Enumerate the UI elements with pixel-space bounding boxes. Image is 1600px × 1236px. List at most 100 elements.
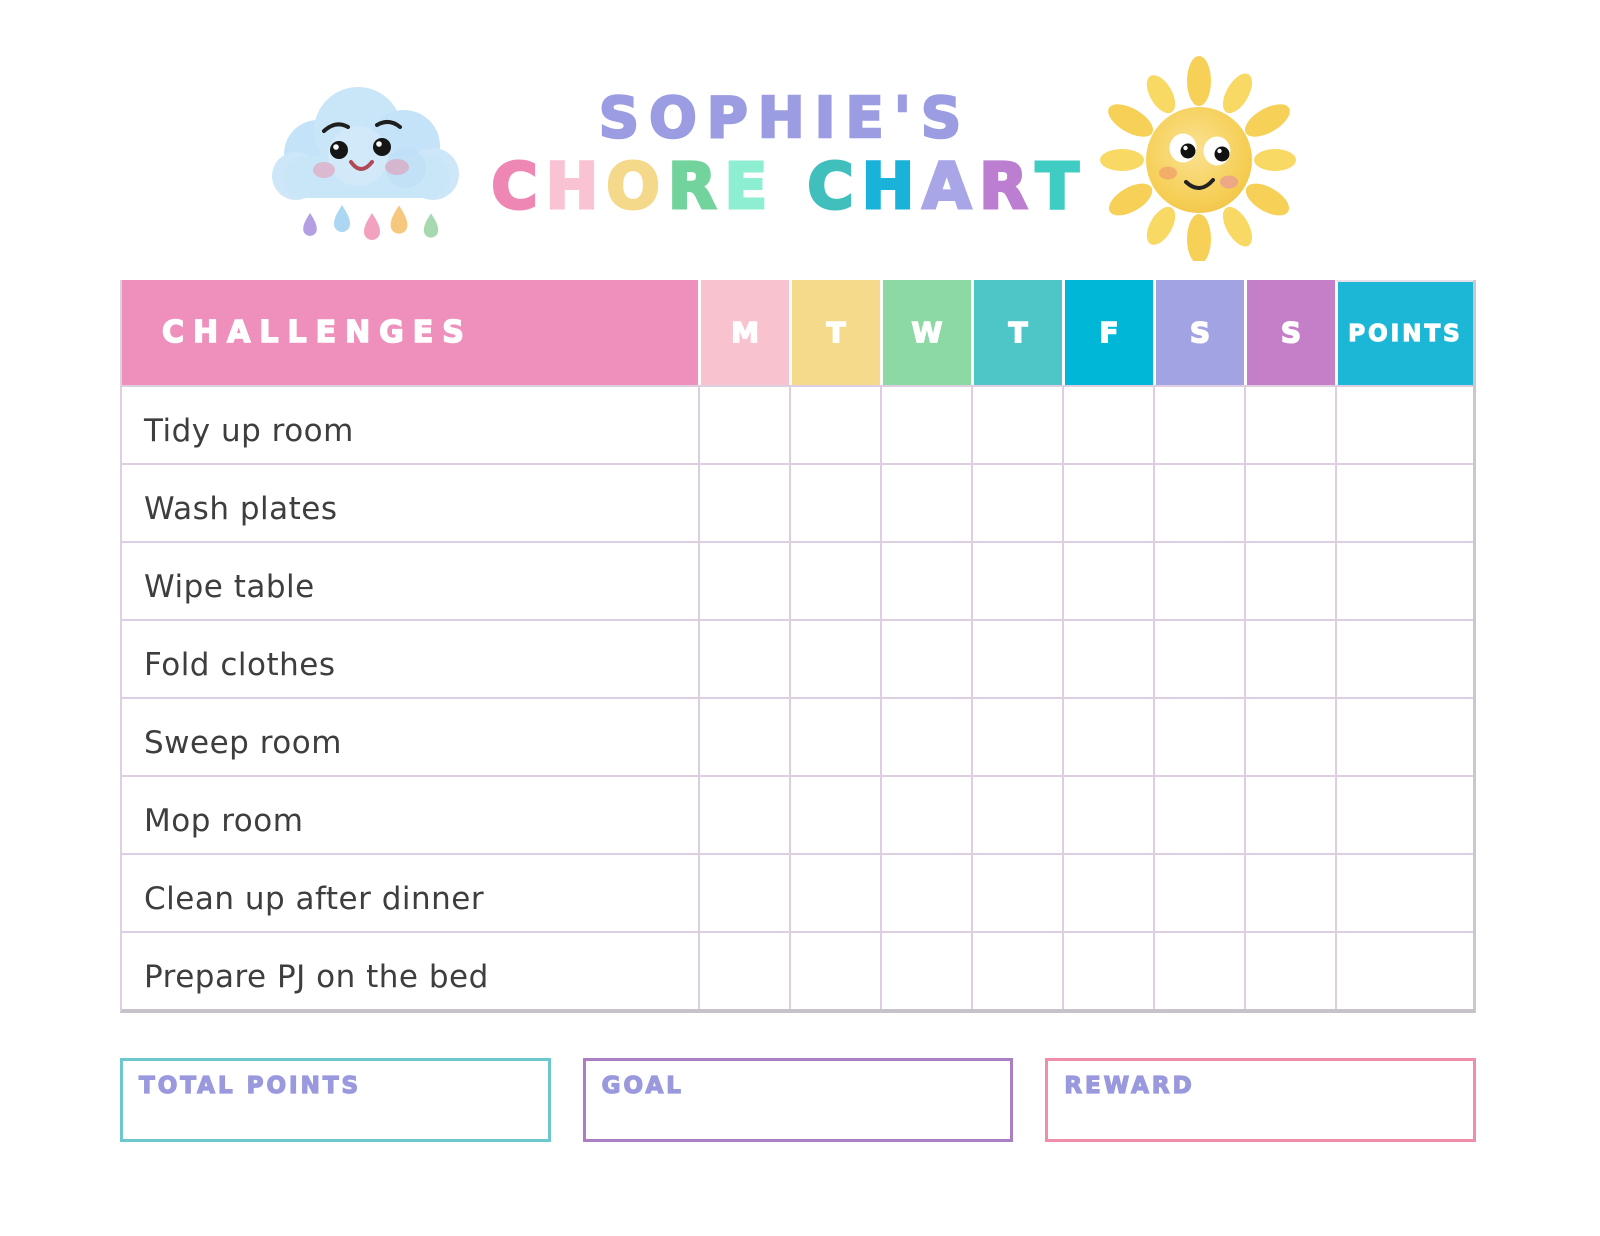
chore-day-cell[interactable] [789,931,880,1009]
chore-day-cell[interactable] [1062,853,1153,931]
chore-day-cell[interactable] [789,385,880,463]
chore-label: Tidy up room [122,385,698,463]
chore-day-cell[interactable] [698,619,789,697]
chore-day-cell[interactable] [1062,463,1153,541]
chore-day-cell[interactable] [1244,619,1335,697]
chore-label: Mop room [122,775,698,853]
chore-day-cell[interactable] [789,463,880,541]
chore-points-cell[interactable] [1335,541,1473,619]
day-header-cell: F [1062,280,1153,385]
chore-label: Prepare PJ on the bed [122,931,698,1009]
cloud-face [313,120,409,178]
title-letter: A [921,149,973,225]
chore-label: Fold clothes [122,619,698,697]
chore-day-cell[interactable] [1153,931,1244,1009]
cloud-svg [272,87,459,240]
sun-face [1159,133,1238,190]
chore-day-cell[interactable] [880,931,971,1009]
chore-day-cell[interactable] [1244,385,1335,463]
chore-points-cell[interactable] [1335,775,1473,853]
chore-day-cell[interactable] [971,697,1062,775]
chore-day-cell[interactable] [971,931,1062,1009]
day-header-cell: S [1244,280,1335,385]
chore-day-cell[interactable] [880,463,971,541]
chore-day-cell[interactable] [1153,775,1244,853]
chore-day-cell[interactable] [1062,775,1153,853]
chore-day-cell[interactable] [698,697,789,775]
chore-points-cell[interactable] [1335,385,1473,463]
chore-day-cell[interactable] [789,541,880,619]
chore-points-cell[interactable] [1335,853,1473,931]
title-letter: R [978,149,1029,225]
chore-day-cell[interactable] [880,697,971,775]
reward-label: REWARD [1064,1072,1195,1099]
chart-grid: CHALLENGES M T W T F S S POINTS Tidy up room Wash … [120,280,1476,1013]
chore-day-cell[interactable] [971,619,1062,697]
chore-day-cell[interactable] [880,775,971,853]
chore-day-cell[interactable] [1062,697,1153,775]
chore-day-cell[interactable] [1153,463,1244,541]
chore-day-cell[interactable] [1244,541,1335,619]
chore-day-cell[interactable] [1153,619,1244,697]
chore-day-cell[interactable] [1153,853,1244,931]
chore-day-cell[interactable] [1062,385,1153,463]
cloud-illustration [266,76,466,251]
chore-day-cell[interactable] [1244,697,1335,775]
chore-day-cell[interactable] [1062,931,1153,1009]
chore-day-cell[interactable] [1153,541,1244,619]
chore-day-cell[interactable] [789,697,880,775]
chore-day-cell[interactable] [971,463,1062,541]
chore-day-cell[interactable] [1244,463,1335,541]
chore-points-cell[interactable] [1335,697,1473,775]
chore-day-cell[interactable] [1062,619,1153,697]
chore-day-cell[interactable] [1153,697,1244,775]
day-header-cell: T [789,280,880,385]
chore-day-cell[interactable] [880,385,971,463]
raindrops [303,205,439,240]
chore-day-cell[interactable] [880,619,971,697]
chore-day-cell[interactable] [789,619,880,697]
chore-day-cell[interactable] [880,541,971,619]
sun-illustration [1092,56,1307,264]
chore-day-cell[interactable] [698,385,789,463]
chore-day-cell[interactable] [698,775,789,853]
chore-points-cell[interactable] [1335,931,1473,1009]
chore-label: Sweep room [122,697,698,775]
sun-svg [1100,56,1296,264]
title-letter: E [723,149,769,225]
chore-day-cell[interactable] [789,775,880,853]
challenges-header-cell: CHALLENGES [122,280,698,385]
goal-box[interactable]: GOAL [582,1058,1014,1142]
chore-day-cell[interactable] [698,853,789,931]
chore-day-cell[interactable] [789,853,880,931]
chore-label: Wipe table [122,541,698,619]
chore-label: Clean up after dinner [122,853,698,931]
title-letter: R [666,149,717,225]
page-title: SOPHIE'S [598,85,972,153]
chore-day-cell[interactable] [971,853,1062,931]
chore-day-cell[interactable] [1244,775,1335,853]
chore-day-cell[interactable] [698,931,789,1009]
day-header-cell: T [971,280,1062,385]
chore-day-cell[interactable] [971,775,1062,853]
chore-day-cell[interactable] [1062,541,1153,619]
chore-day-cell[interactable] [1153,385,1244,463]
chore-day-cell[interactable] [971,385,1062,463]
total-points-label: TOTAL POINTS [138,1072,362,1099]
day-header-cell: W [880,280,971,385]
title-letter: T [1034,149,1080,225]
total-points-box[interactable]: TOTAL POINTS [120,1058,551,1142]
chore-points-cell[interactable] [1335,619,1473,697]
chore-points-cell[interactable] [1335,463,1473,541]
reward-box[interactable]: REWARD [1045,1058,1477,1142]
chore-day-cell[interactable] [698,541,789,619]
title-letter: C [490,149,539,225]
day-header-cell: M [698,280,789,385]
chore-day-cell[interactable] [880,853,971,931]
chore-day-cell[interactable] [1244,931,1335,1009]
chore-day-cell[interactable] [698,463,789,541]
chore-day-cell[interactable] [971,541,1062,619]
chore-day-cell[interactable] [1244,853,1335,931]
footer-boxes: TOTAL POINTS GOAL REWARD [120,1058,1477,1142]
